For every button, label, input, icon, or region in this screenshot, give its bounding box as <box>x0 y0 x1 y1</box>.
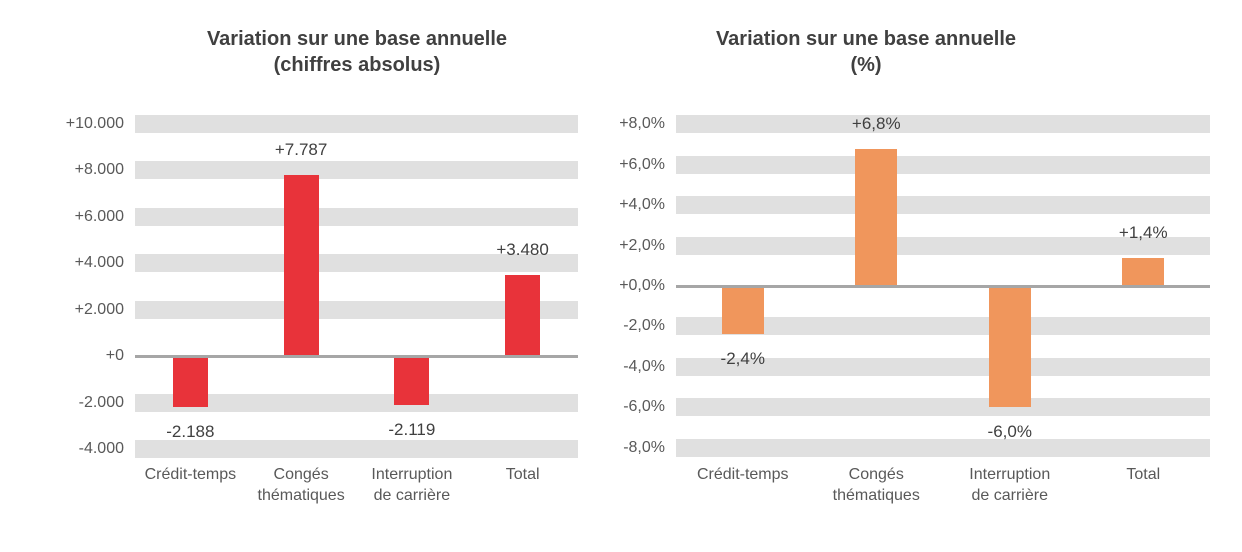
bar-absolute <box>505 275 541 357</box>
y-axis-tick-label: +8.000 <box>74 161 124 179</box>
y-axis-tick-label: -8,0% <box>623 438 665 456</box>
gridline-band <box>135 300 578 319</box>
zero-axis-line <box>676 284 1210 288</box>
bar-absolute <box>394 356 430 406</box>
data-label: -6,0% <box>987 422 1032 442</box>
gridline-band <box>676 438 1210 457</box>
gridline-band <box>676 317 1210 336</box>
bar-percent <box>1122 257 1165 286</box>
x-category-label-line: thématiques <box>832 487 920 504</box>
x-category-label-line: Interruption <box>969 466 1051 483</box>
gridline-band <box>135 207 578 226</box>
x-category-label: Congés thématiques <box>801 464 951 506</box>
x-category-label: Crédit-temps <box>668 464 818 485</box>
y-axis-tick-label: -2,0% <box>623 317 665 335</box>
data-label: +7.787 <box>274 140 328 160</box>
x-category-label: Interruption de carrière <box>337 464 487 506</box>
x-category-label-line: Crédit-temps <box>144 466 237 483</box>
y-axis-tick-label: +6,0% <box>619 155 665 173</box>
x-category-label-line: Interruption <box>371 466 453 483</box>
x-category-label-line: Total <box>1126 466 1161 483</box>
y-axis-tick-label: +10.000 <box>65 115 124 132</box>
x-category-label: Total <box>1068 464 1218 485</box>
y-axis-tick-label: +6.000 <box>74 207 124 225</box>
x-category-label-line: de carrière <box>373 487 451 504</box>
bar-absolute <box>283 175 319 357</box>
x-category-label: Crédit-temps <box>115 464 265 485</box>
gridline-band <box>135 440 578 458</box>
y-axis-tick-label: -4.000 <box>78 440 124 457</box>
data-label: +6,8% <box>851 113 901 133</box>
x-category-label-line: de carrière <box>971 487 1048 504</box>
chart-title: Variation sur une base annuelle <box>715 28 1017 50</box>
y-axis-tick-label: +4,0% <box>619 196 665 214</box>
gridline-band <box>135 115 578 133</box>
y-axis-tick-label: +0 <box>105 347 124 365</box>
y-axis-tick-label: -6,0% <box>623 398 665 416</box>
x-category-label: Total <box>448 464 598 485</box>
gridline-band <box>676 398 1210 417</box>
gridline-band <box>676 357 1210 376</box>
y-axis-tick-label: +0,0% <box>619 277 665 294</box>
gridline-band <box>135 393 578 412</box>
x-category-label-line: Crédit-temps <box>696 466 789 483</box>
data-label: +1,4% <box>1118 222 1168 242</box>
y-axis-tick-label: -4,0% <box>623 357 665 375</box>
data-label: -2,4% <box>720 349 765 369</box>
data-label: +3.480 <box>496 240 549 260</box>
y-axis-tick-label: +2.000 <box>74 300 124 318</box>
chart-subtitle: (chiffres absolus) <box>273 54 441 76</box>
data-label: -2.119 <box>388 420 436 440</box>
data-label: -2.188 <box>166 421 215 441</box>
y-axis-tick-label: -2.000 <box>78 393 124 411</box>
gridline-band <box>676 236 1210 255</box>
bar-percent <box>988 286 1031 408</box>
y-axis-tick-label: +8,0% <box>619 115 665 133</box>
x-category-label-line: Congés <box>848 466 904 483</box>
gridline-band <box>676 196 1210 215</box>
zero-axis-line <box>135 354 578 358</box>
chart-title: Variation sur une base annuelle <box>206 28 508 50</box>
x-category-label-line: Congés <box>273 466 329 483</box>
gridline-band <box>676 155 1210 174</box>
y-axis-tick-label: +2,0% <box>619 236 665 254</box>
chart-subtitle: (%) <box>850 54 882 76</box>
bar-percent <box>855 148 898 286</box>
x-category-label-line: thématiques <box>257 487 345 504</box>
gridline-band <box>676 115 1210 134</box>
bar-absolute <box>172 356 208 407</box>
gridline-band <box>135 161 578 180</box>
bar-percent <box>721 286 764 335</box>
x-category-label-line: Total <box>505 466 540 483</box>
x-category-label: Congés thématiques <box>226 464 376 506</box>
y-axis-tick-label: +4.000 <box>74 254 124 272</box>
x-category-label: Interruption de carrière <box>935 464 1085 506</box>
gridline-band <box>135 254 578 273</box>
